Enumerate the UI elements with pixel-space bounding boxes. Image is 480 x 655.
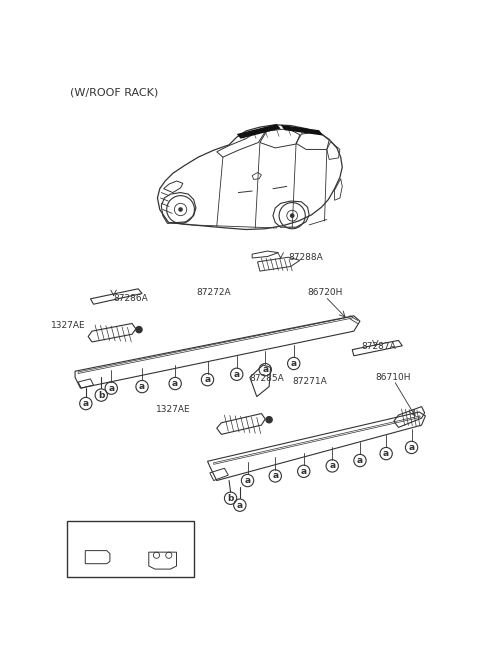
Text: b: b (228, 494, 234, 503)
Text: b: b (137, 527, 144, 536)
Text: a: a (329, 461, 336, 470)
Text: 86735A: 86735A (149, 527, 184, 536)
Text: 86720H: 86720H (308, 288, 343, 297)
Circle shape (266, 417, 272, 422)
Text: 86710H: 86710H (375, 373, 411, 382)
Text: a: a (204, 375, 211, 384)
Polygon shape (281, 125, 323, 136)
Text: a: a (83, 399, 89, 408)
Text: a: a (300, 467, 307, 476)
Text: 87286A: 87286A (114, 293, 148, 303)
Text: 86725C: 86725C (89, 527, 124, 536)
Text: a: a (234, 370, 240, 379)
Text: a: a (237, 500, 243, 510)
Text: 87272A: 87272A (196, 288, 230, 297)
Circle shape (178, 207, 183, 212)
Polygon shape (237, 124, 281, 139)
Text: a: a (139, 382, 145, 391)
Text: 87287A: 87287A (361, 342, 396, 351)
Text: a: a (172, 379, 178, 388)
Text: a: a (357, 456, 363, 465)
Text: b: b (98, 390, 105, 400)
Text: a: a (408, 443, 415, 452)
Text: 87271A: 87271A (292, 377, 327, 386)
Text: (W/ROOF RACK): (W/ROOF RACK) (71, 88, 159, 98)
Text: 87285A: 87285A (250, 375, 285, 383)
Text: a: a (383, 449, 389, 458)
Circle shape (136, 327, 142, 333)
Text: a: a (291, 359, 297, 368)
Circle shape (290, 214, 295, 218)
Text: a: a (108, 384, 114, 392)
Text: 87288A: 87288A (288, 253, 323, 262)
Text: a: a (75, 527, 81, 536)
FancyBboxPatch shape (67, 521, 194, 577)
Text: 1327AE: 1327AE (51, 320, 86, 329)
Text: a: a (272, 472, 278, 480)
Text: 1327AE: 1327AE (156, 405, 191, 414)
Text: a: a (244, 476, 251, 485)
Text: a: a (262, 365, 268, 374)
